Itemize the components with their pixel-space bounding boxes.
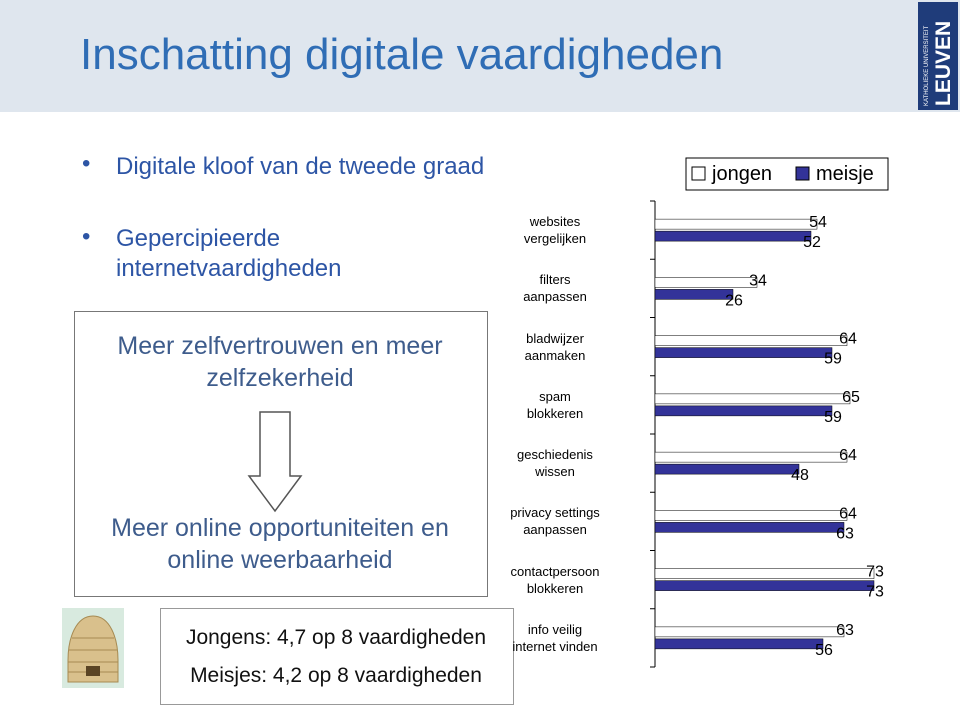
slide-title: Inschatting digitale vaardigheden <box>80 30 724 79</box>
logo-main: LEUVEN <box>932 21 955 106</box>
category-label: filters aanpassen <box>523 272 587 305</box>
bar <box>654 347 833 358</box>
bar <box>654 510 848 521</box>
category-label: bladwijzer aanmaken <box>524 330 586 363</box>
summary: Jongens: 4,7 op 8 vaardigheden <box>185 626 487 649</box>
bar <box>654 638 824 650</box>
bar <box>654 405 833 417</box>
logo: KATHOLIEKE UNIVERSITEIT LEUVEN <box>918 2 958 110</box>
bar <box>654 230 812 242</box>
bar <box>654 393 851 405</box>
data-label: 48 <box>791 467 809 484</box>
bullet: Digitale kloof van de tweede graad <box>116 153 485 180</box>
data-label: 63 <box>836 525 854 542</box>
data-label: 59 <box>824 351 842 368</box>
data-label: 64 <box>839 331 857 348</box>
legend-swatch <box>795 166 810 181</box>
bar <box>654 463 800 475</box>
data-label: 64 <box>839 505 857 522</box>
bar <box>654 626 845 638</box>
bar <box>654 568 875 579</box>
summary-box <box>160 608 514 705</box>
bar <box>654 289 734 300</box>
data-label: 65 <box>842 389 860 406</box>
bar <box>654 335 848 346</box>
arrow <box>247 411 303 513</box>
data-label: 34 <box>749 272 767 289</box>
bar <box>654 580 875 591</box>
data-label: 54 <box>809 214 827 231</box>
data-label: 73 <box>866 584 884 601</box>
box-text: Meer zelfvertrouwen en meer zelfzekerhei… <box>117 332 443 392</box>
bar <box>654 277 758 288</box>
bullet: Gepercipieerde internetvaardigheden <box>116 225 342 282</box>
category-label: websites vergelijken <box>523 214 587 247</box>
beehive <box>62 608 124 688</box>
box-text: Meer online opportuniteiten en online we… <box>111 514 449 574</box>
legend-label: meisje <box>816 163 874 185</box>
summary: Meisjes: 4,2 op 8 vaardigheden <box>190 664 482 687</box>
category-label: privacy settings aanpassen <box>510 505 600 538</box>
category-label: spam blokkeren <box>526 388 584 421</box>
data-label: 73 <box>866 564 884 581</box>
category-label: contactpersoon blokkeren <box>510 563 600 596</box>
logo-top: KATHOLIEKE UNIVERSITEIT <box>924 25 930 106</box>
bullet-dot: • <box>82 150 91 177</box>
box <box>74 311 488 597</box>
title-bar <box>0 0 960 112</box>
data-label: 26 <box>725 292 743 309</box>
logo-graphic: KATHOLIEKE UNIVERSITEIT LEUVEN <box>924 21 955 106</box>
data-label: 63 <box>836 622 854 639</box>
bar <box>654 451 848 463</box>
data-label: 64 <box>839 447 857 464</box>
category-label: geschiedenis wissen <box>517 447 593 480</box>
legend-swatch <box>691 166 706 181</box>
data-label: 56 <box>815 642 833 659</box>
bar <box>654 218 818 230</box>
legend-box <box>685 157 889 191</box>
category-label: info veilig internet vinden <box>512 621 598 654</box>
bar <box>654 522 845 533</box>
legend-label: jongen <box>711 163 772 185</box>
data-label: 59 <box>824 409 842 426</box>
data-label: 52 <box>803 234 821 251</box>
bullet-dot: • <box>82 223 91 250</box>
